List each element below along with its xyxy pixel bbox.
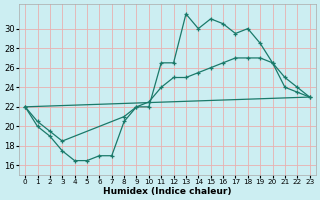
X-axis label: Humidex (Indice chaleur): Humidex (Indice chaleur) [103, 187, 232, 196]
